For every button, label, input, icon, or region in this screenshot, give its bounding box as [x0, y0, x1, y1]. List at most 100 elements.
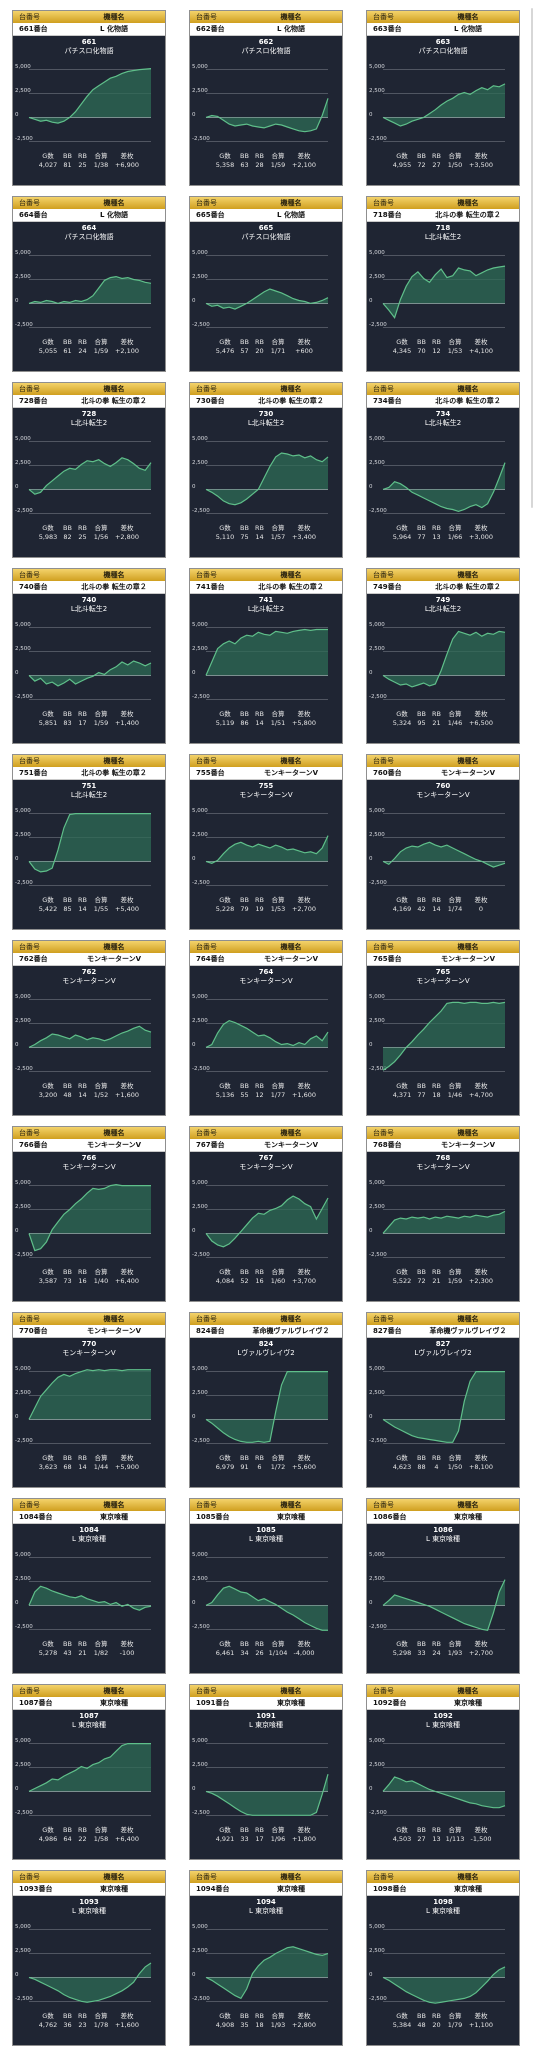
y-tick-label: 0 — [369, 1228, 373, 1234]
stat-value: 23 — [78, 2021, 87, 2029]
y-tick-label: 5,000 — [15, 994, 31, 1000]
stats-table: G数 BB RB 合算 差枚 4,908 35 18 1/93 +2,800 — [190, 2012, 342, 2030]
machine-card[interactable]: 台番号 機種名 1091番台 東京喰種 1091 L 東京喰種 5,000 2,500 0 -2,… — [189, 1684, 343, 1860]
stat-label: G数 — [42, 1826, 54, 1834]
machine-model: 東京喰種 — [100, 1513, 128, 1521]
stat-label: RB — [255, 338, 264, 346]
stat-label: BB — [417, 1268, 426, 1276]
stat-label: BB — [63, 338, 72, 346]
machine-card[interactable]: 台番号 機種名 1092番台 東京喰種 1092 L 東京喰種 5,000 2,500 0 -2,… — [366, 1684, 520, 1860]
machine-card[interactable]: 台番号 機種名 824番台 革命機ヴァルヴレイヴ２ 824 Lヴァルヴレイヴ2 5,000 2… — [189, 1312, 343, 1488]
chart-title-number: 767 — [258, 1154, 274, 1162]
y-tick-label: -2,500 — [369, 880, 387, 886]
y-tick-label: 5,000 — [15, 1552, 31, 1558]
stat-label: BB — [63, 1268, 72, 1276]
stat-label: 合算 — [448, 710, 462, 718]
y-tick-label: -2,500 — [192, 1438, 210, 1444]
header-model-label: 機種名 — [103, 571, 125, 579]
stat-value: +2,100 — [114, 347, 140, 355]
machine-card[interactable]: 台番号 機種名 1086番台 東京喰種 1086 L 東京喰種 5,000 2,500 0 -2,… — [366, 1498, 520, 1674]
stat-value: 1/74 — [447, 905, 463, 913]
y-tick-label: 2,500 — [15, 1948, 31, 1954]
stat-label: BB — [63, 896, 72, 904]
y-tick-label: 5,000 — [192, 1552, 208, 1558]
machine-card[interactable]: 台番号 機種名 1087番台 東京喰種 1087 L 東京喰種 5,000 2,500 0 -2,… — [12, 1684, 166, 1860]
stat-label: BB — [240, 524, 249, 532]
card-header: 台番号 機種名 — [367, 383, 519, 395]
machine-card[interactable]: 台番号 機種名 1085番台 東京喰種 1085 L 東京喰種 5,000 2,500 0 -2,… — [189, 1498, 343, 1674]
payout-chart: 5,000 2,500 0 -2,500 — [15, 1924, 152, 2003]
y-tick-label: -2,500 — [15, 1624, 33, 1630]
stat-label: BB — [240, 1640, 249, 1648]
machine-card[interactable]: 台番号 機種名 663番台 L 化物語 663 パチスロ化物語 5,000 2,500 0 -2,… — [366, 10, 520, 186]
chart-title-model: モンキーターンV — [416, 791, 470, 799]
machine-card[interactable]: 台番号 機種名 760番台 モンキーターンV 760 モンキーターンV 5,000 2,500… — [366, 754, 520, 930]
machine-card[interactable]: 台番号 機種名 751番台 北斗の拳 転生の章２ 751 L北斗転生2 5,000 2,500… — [12, 754, 166, 930]
machine-card[interactable]: 台番号 機種名 749番台 北斗の拳 転生の章２ 749 L北斗転生2 5,000 2,500… — [366, 568, 520, 744]
header-model-label: 機種名 — [457, 1687, 479, 1695]
stat-label: 差枚 — [297, 710, 311, 718]
machine-card[interactable]: 台番号 機種名 770番台 モンキーターンV 770 モンキーターンV 5,000 2,500… — [12, 1312, 166, 1488]
stat-value: +6,400 — [114, 1277, 140, 1285]
stat-value: 85 — [63, 905, 72, 913]
chart-title-model: L北斗転生2 — [424, 233, 462, 241]
stat-value: 5,983 — [38, 533, 58, 541]
stat-label: 合算 — [448, 1454, 462, 1462]
stat-value: 77 — [417, 533, 426, 541]
machine-card[interactable]: 台番号 機種名 662番台 L 化物語 662 パチスロ化物語 5,000 2,500 0 -2,… — [189, 10, 343, 186]
machine-card[interactable]: 台番号 機種名 762番台 モンキーターンV 762 モンキーターンV 5,000 2,500… — [12, 940, 166, 1116]
machine-card[interactable]: 台番号 機種名 764番台 モンキーターンV 764 モンキーターンV 5,000 2,500… — [189, 940, 343, 1116]
y-tick-label: 0 — [192, 1042, 196, 1048]
card-header: 台番号 機種名 — [367, 197, 519, 209]
chart-title-model: モンキーターンV — [62, 977, 116, 985]
chart-title-model: パチスロ化物語 — [241, 47, 291, 55]
machine-card[interactable]: 台番号 機種名 766番台 モンキーターンV 766 モンキーターンV 5,000 2,500… — [12, 1126, 166, 1302]
machine-card[interactable]: 台番号 機種名 665番台 L 化物語 665 パチスロ化物語 5,000 2,500 0 -2,… — [189, 196, 343, 372]
machine-model: 北斗の拳 転生の章２ — [258, 583, 324, 591]
stat-value: 5,851 — [38, 719, 58, 727]
scrollbar[interactable] — [531, 8, 533, 508]
stat-label: RB — [255, 2012, 264, 2020]
machine-card[interactable]: 台番号 機種名 728番台 北斗の拳 転生の章２ 728 L北斗転生2 5,000 2,500… — [12, 382, 166, 558]
machine-card[interactable]: 台番号 機種名 718番台 北斗の拳 転生の章２ 718 L北斗転生2 5,000 2,500… — [366, 196, 520, 372]
machine-card[interactable]: 台番号 機種名 664番台 L 化物語 664 パチスロ化物語 5,000 2,500 0 -2,… — [12, 196, 166, 372]
machine-info-row: 755番台 モンキーターンV — [190, 767, 342, 780]
chart-title-model: モンキーターンV — [239, 1163, 293, 1171]
machine-card[interactable]: 台番号 機種名 767番台 モンキーターンV 767 モンキーターンV 5,000 2,500… — [189, 1126, 343, 1302]
stat-label: G数 — [219, 152, 231, 160]
machine-card[interactable]: 台番号 機種名 730番台 北斗の拳 転生の章２ 730 L北斗転生2 5,000 2,500… — [189, 382, 343, 558]
stat-label: 合算 — [271, 1082, 285, 1090]
stats-table: G数 BB RB 合算 差枚 3,200 48 14 1/52 +1,600 — [13, 1082, 165, 1100]
stats-table: G数 BB RB 合算 差枚 4,623 88 4 1/50 +8,100 — [367, 1454, 519, 1472]
stat-value: 72 — [417, 1277, 426, 1285]
machine-card[interactable]: 台番号 機種名 765番台 モンキーターンV 765 モンキーターンV 5,000 2,500… — [366, 940, 520, 1116]
machine-card[interactable]: 台番号 機種名 661番台 L 化物語 661 パチスロ化物語 5,000 2,500 0 -2,… — [12, 10, 166, 186]
machine-info-row: 1084番台 東京喰種 — [13, 1511, 165, 1524]
machine-card[interactable]: 台番号 機種名 740番台 北斗の拳 転生の章２ 740 L北斗転生2 5,000 2,500… — [12, 568, 166, 744]
machine-info-row: 734番台 北斗の拳 転生の章２ — [367, 395, 519, 408]
y-tick-label: -2,500 — [192, 322, 210, 328]
machine-card[interactable]: 台番号 機種名 1084番台 東京喰種 1084 L 東京喰種 5,000 2,500 0 -2,… — [12, 1498, 166, 1674]
header-model-label: 機種名 — [280, 1873, 302, 1881]
machine-card[interactable]: 台番号 機種名 741番台 北斗の拳 転生の章２ 741 L北斗転生2 5,000 2,500… — [189, 568, 343, 744]
stat-label: 差枚 — [474, 896, 488, 904]
stat-label: G数 — [42, 2012, 54, 2020]
machine-info-row: 1098番台 東京喰種 — [367, 1883, 519, 1896]
machine-card[interactable]: 台番号 機種名 755番台 モンキーターンV 755 モンキーターンV 5,000 2,500… — [189, 754, 343, 930]
stat-label: 差枚 — [474, 338, 488, 346]
machine-card[interactable]: 台番号 機種名 734番台 北斗の拳 転生の章２ 734 L北斗転生2 5,000 2,500… — [366, 382, 520, 558]
y-tick-label: 2,500 — [369, 274, 385, 280]
stat-value: 4,503 — [392, 1835, 412, 1843]
header-number-label: 台番号 — [373, 199, 394, 207]
machine-card[interactable]: 台番号 機種名 1094番台 東京喰種 1094 L 東京喰種 5,000 2,500 0 -2,… — [189, 1870, 343, 2046]
machine-card[interactable]: 台番号 機種名 768番台 モンキーターンV 768 モンキーターンV 5,000 2,500… — [366, 1126, 520, 1302]
payout-chart: 5,000 2,500 0 -2,500 — [15, 1180, 151, 1258]
machine-card[interactable]: 台番号 機種名 1093番台 東京喰種 1093 L 東京喰種 5,000 2,500 0 -2,… — [12, 1870, 166, 2046]
y-tick-label: 0 — [369, 484, 373, 490]
header-number-label: 台番号 — [196, 1687, 217, 1695]
machine-card[interactable]: 台番号 機種名 1098番台 東京喰種 1098 L 東京喰種 5,000 2,500 0 -2,… — [366, 1870, 520, 2046]
stat-value: 20 — [432, 2021, 441, 2029]
machine-card[interactable]: 台番号 機種名 827番台 革命機ヴァルヴレイヴ２ 827 Lヴァルヴレイヴ2 5,000 2… — [366, 1312, 520, 1488]
stat-label: RB — [255, 896, 264, 904]
stat-value: 4,955 — [392, 161, 412, 169]
